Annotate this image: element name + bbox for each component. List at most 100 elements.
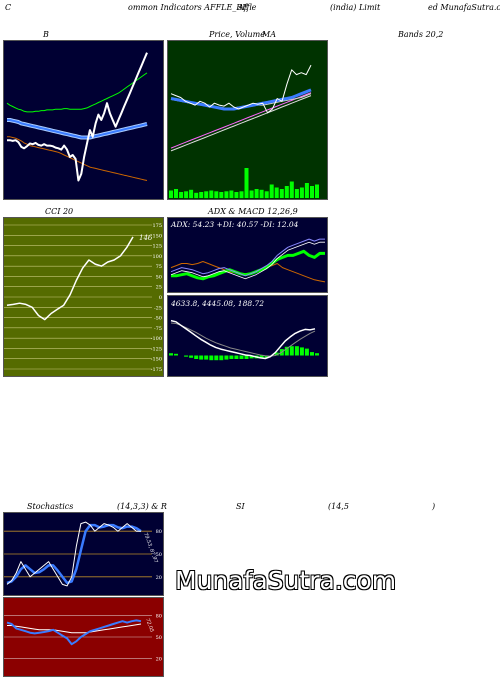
volume-bar (315, 184, 319, 198)
tick-label: -125 (151, 346, 162, 352)
adx-chart: ADX: 54.23 +DI: 40.57 -DI: 12.04 (167, 217, 328, 293)
macd-histogram-bar (199, 355, 204, 360)
rsi-ma-line (7, 623, 142, 634)
stoch-k-line (6, 521, 141, 587)
header-munafasutra: ed MunafaSutra.com (428, 3, 500, 12)
volume-bar (274, 187, 279, 198)
tick-label: -25 (154, 305, 162, 311)
volume-bar (269, 184, 274, 198)
tick-label: 20 (156, 657, 162, 663)
macd-histogram-bar (294, 346, 299, 356)
macd-histogram-bar (204, 355, 209, 360)
rsi-value-label: 72.05 (144, 618, 155, 634)
macd-line (170, 319, 316, 360)
volume-bar (289, 181, 294, 198)
title-rsi-params: (14,5 (328, 502, 349, 511)
volume-bar (229, 190, 234, 198)
title-bollinger: B (43, 30, 49, 39)
tick-label: -175 (151, 367, 162, 373)
macd-histogram-bar (209, 355, 214, 361)
volume-bar (174, 189, 178, 198)
lower-band-line (7, 136, 148, 181)
macd-histogram-bar (284, 346, 289, 356)
header-c: C (5, 3, 12, 12)
macd-histogram-bar (229, 355, 234, 359)
tick-label: 50 (156, 274, 162, 280)
volume-bar (284, 186, 289, 198)
title-rsi-close: ) (432, 502, 436, 511)
volume-bar (249, 190, 254, 198)
cci-value-label: 146 (139, 234, 153, 242)
trend-line (170, 95, 312, 152)
panel-background (167, 217, 328, 293)
title-stochastics: Stochastics (27, 502, 74, 511)
tick-label: 150 (152, 233, 162, 239)
watermark: MunafaSutra.com (175, 566, 397, 595)
macd-histogram-bar (274, 352, 279, 356)
middle-band-line-core (7, 119, 148, 139)
volume-bar (294, 189, 299, 198)
price-line (170, 64, 312, 114)
volume-bar (304, 183, 309, 198)
adx-values-label: ADX: 54.23 +DI: 40.57 -DI: 12.04 (170, 220, 299, 229)
title-cci: CCI 20 (45, 207, 74, 216)
tick-label: 80 (156, 613, 162, 619)
tick-label: -75 (154, 326, 162, 332)
tick-label: 80 (156, 529, 162, 535)
volume-bar (239, 191, 244, 199)
title-ma: MA (262, 30, 276, 39)
macd-histogram-bar (234, 355, 239, 359)
volume-bar (219, 192, 224, 198)
upper-band-line (6, 72, 148, 113)
volume-bar (214, 191, 219, 199)
tick-label: 100 (152, 254, 162, 260)
rsi-line (6, 619, 142, 646)
macd-histogram-bar (219, 355, 224, 361)
tick-label: 125 (152, 244, 162, 250)
macd-values-label: 4633.8, 4445.08, 188.72 (170, 299, 264, 308)
price-line (7, 52, 148, 182)
title-si: SI (236, 502, 245, 511)
rsi-chart: 80 50 20 72.05 (3, 597, 164, 677)
macd-chart: 4633.8, 4445.08, 188.72 (167, 295, 328, 377)
macd-histogram-bar (289, 346, 294, 356)
tick-label: 0 (159, 295, 162, 301)
header-common-indicators: ommon Indicators AFFLE_BE (128, 3, 248, 12)
adx-line-2 (170, 241, 325, 280)
title-bands: Bands 20,2 (398, 30, 444, 39)
volume-bar (224, 191, 229, 199)
macd-histogram-bar (174, 353, 178, 356)
tick-label: 20 (156, 575, 162, 581)
tick-label: -50 (154, 316, 162, 322)
header-india-limit: (india) Limit (330, 3, 381, 12)
title-price-volume: Price, Volume (209, 30, 265, 39)
volume-bar (194, 192, 199, 199)
panel-background (3, 40, 164, 200)
cci-chart: 175 150 125 100 75 50 25 0 -25 -50 -75 -100 -125 -150… (3, 217, 164, 377)
title-stoch-params: (14,3,3) & R (117, 502, 167, 511)
volume-bar (189, 189, 194, 199)
volume-bar (259, 189, 264, 199)
tick-label: 175 (152, 223, 162, 229)
volume-bar (234, 192, 239, 198)
macd-histogram-bar (239, 355, 244, 359)
volume-bar (184, 191, 189, 199)
volume-bar (244, 168, 249, 198)
title-adx-macd: ADX & MACD 12,26,9 (208, 207, 298, 216)
tick-label: 50 (156, 552, 162, 558)
tick-label: 75 (156, 264, 162, 270)
volume-bar (179, 192, 184, 198)
macd-histogram-bar (310, 352, 314, 356)
tick-label: -100 (151, 336, 162, 342)
macd-histogram-bar (315, 353, 319, 356)
trend-line-2 (170, 92, 312, 149)
stoch-d-line (6, 523, 142, 585)
volume-bar (299, 187, 304, 198)
macd-histogram-bar (214, 355, 219, 361)
volume-bar (204, 191, 209, 199)
volume-bar (279, 189, 284, 198)
panel-background (167, 295, 328, 377)
price-volume-ma-chart (167, 40, 328, 200)
volume-bar (254, 189, 259, 198)
